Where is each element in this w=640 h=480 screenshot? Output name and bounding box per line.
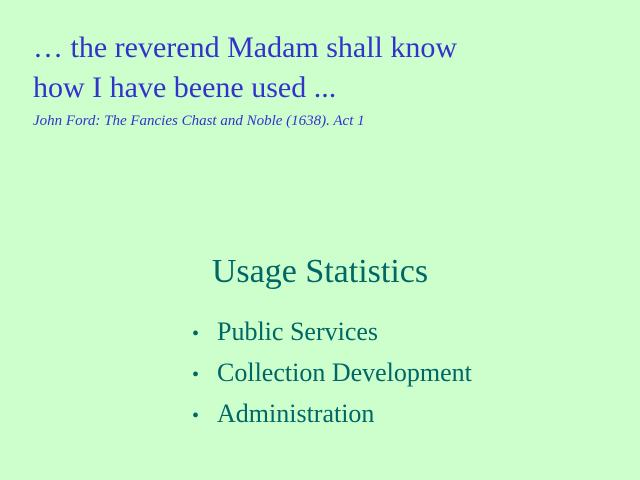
bullet-icon: • <box>192 405 200 427</box>
quote-citation: John Ford: The Fancies Chast and Noble (… <box>33 113 365 129</box>
list-item-label: Public Services <box>217 317 379 346</box>
bullet-icon: • <box>192 323 200 345</box>
quote-line-2: how I have beene used ... <box>33 71 337 104</box>
quote-line-1: … the reverend Madam shall know <box>33 31 458 64</box>
list-item-label: Collection Development <box>217 358 472 387</box>
quote: … the reverend Madam shall know how I ha… <box>33 28 633 108</box>
list-item-public-services: • Public Services <box>192 317 472 358</box>
bullet-list: • Public Services • Collection Developme… <box>192 317 472 440</box>
slide-title: Usage Statistics <box>211 253 429 290</box>
list-item-label: Administration <box>217 399 375 428</box>
bullet-icon: • <box>192 364 200 386</box>
list-item-administration: • Administration <box>192 399 472 440</box>
list-item-collection-development: • Collection Development <box>192 358 472 399</box>
